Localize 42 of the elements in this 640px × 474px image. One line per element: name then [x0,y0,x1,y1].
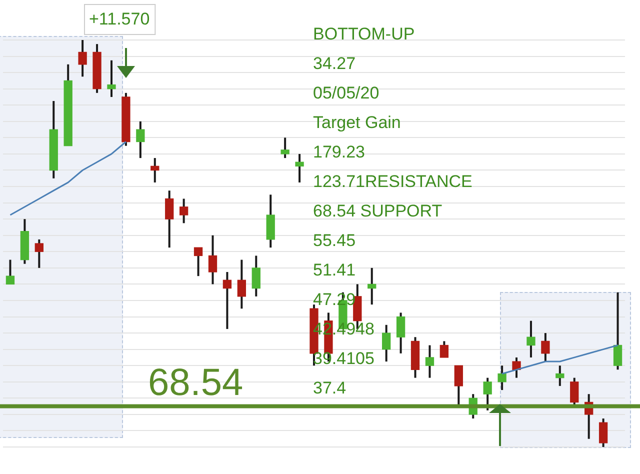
candlestick [541,332,550,363]
annotation: 68.54 [148,362,244,404]
candlestick [237,258,246,310]
candlestick [179,198,188,224]
candlestick [34,238,44,269]
candlestick [165,190,174,249]
candlestick [222,270,232,330]
annotation: 05/05/20 [313,84,380,103]
annotation: 55.45 [313,231,356,250]
annotation: 37.4 [313,378,346,398]
annotation: 51.41 [313,260,356,280]
candlestick [613,291,622,371]
candlestick [150,157,160,184]
candlestick [6,258,15,286]
candlestick [425,344,434,379]
candlestick [526,320,536,358]
candlestick [498,364,506,392]
annotation: 123.71RESISTANCE [313,172,472,192]
candlestick [556,364,564,387]
candlestick [194,246,203,278]
candlestick [78,39,87,78]
candlestick [107,59,116,98]
annotation: Target Gain [313,113,401,132]
candlestick [454,364,463,408]
candlestick [483,376,492,412]
candlestick [382,324,391,363]
candlestick [440,340,449,358]
candlestick [368,266,376,306]
candlestick [252,254,260,298]
annotation: 179.23 [313,142,365,162]
annotation: 34.27 [313,54,356,74]
annotation: 68.54 SUPPORT [313,202,442,221]
text: +11.570 [89,10,150,29]
candlestick [280,136,290,160]
candlestick [396,312,406,354]
candlestick [208,234,218,286]
candlestick [512,356,521,379]
annotation: BOTTOM-UP [313,24,415,44]
candlestick [295,152,304,184]
candlestick [598,418,608,448]
candlestick [570,376,579,408]
candlestick [136,120,145,160]
